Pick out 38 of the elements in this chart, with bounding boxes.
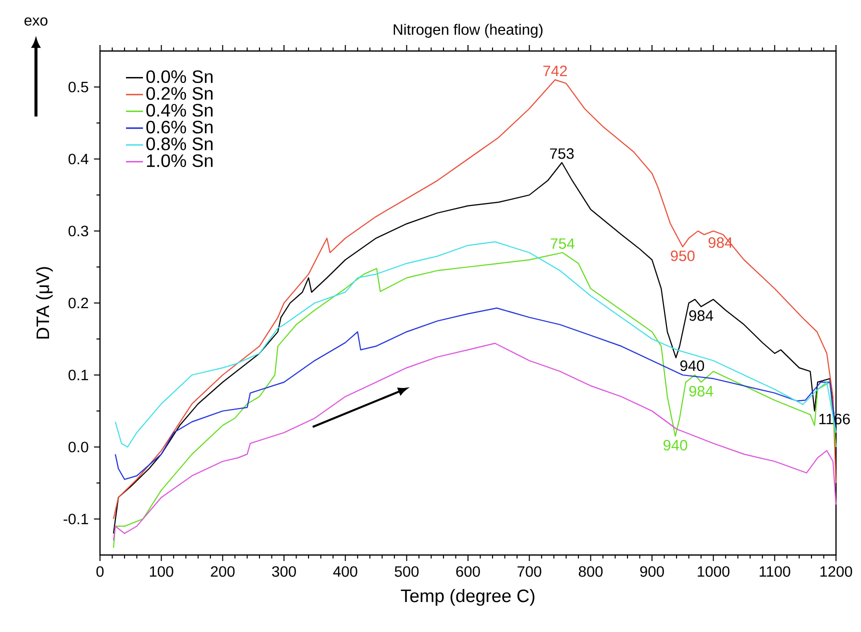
annotation: 940 bbox=[664, 440, 688, 451]
x-tick-label: 1100 bbox=[760, 566, 790, 577]
legend-label: 0.6% Sn bbox=[146, 120, 213, 134]
x-tick-label: 0 bbox=[96, 566, 104, 577]
x-tick-label: 1200 bbox=[820, 566, 852, 577]
y-axis-title: DTA (μV) bbox=[36, 267, 53, 339]
x-tick-label: 800 bbox=[578, 566, 603, 577]
x-tick-label: 900 bbox=[640, 566, 664, 577]
x-tick-label: 500 bbox=[394, 566, 419, 577]
x-tick-label: 300 bbox=[272, 566, 296, 577]
y-tick-label: 0.1 bbox=[68, 370, 88, 380]
annotation: 754 bbox=[550, 238, 575, 249]
text: exo bbox=[24, 17, 48, 26]
x-tick-label: 100 bbox=[150, 566, 174, 577]
y-tick-label: 0.4 bbox=[68, 154, 88, 164]
annotation: 984 bbox=[689, 310, 714, 321]
x-tick-label: 600 bbox=[456, 566, 480, 577]
x-tick-label: 400 bbox=[333, 566, 358, 577]
x-tick-label: 700 bbox=[518, 566, 542, 577]
legend-label: 0.0% Sn bbox=[146, 70, 213, 84]
legend-label: 1.0% Sn bbox=[147, 154, 213, 168]
annotation: 940 bbox=[680, 360, 704, 372]
y-tick-label: 0.2 bbox=[68, 298, 88, 308]
y-tick-label: 0.0 bbox=[68, 442, 88, 452]
annotation: 984 bbox=[689, 386, 714, 397]
x-tick-label: 200 bbox=[210, 566, 235, 577]
legend-label: 0.8% Sn bbox=[146, 138, 213, 150]
x-axis-title: Temp (degree C) bbox=[400, 589, 534, 606]
annotation: 753 bbox=[550, 148, 574, 159]
legend-label: 0.4% Sn bbox=[146, 104, 213, 117]
legend-label: 0.2% Sn bbox=[146, 87, 213, 100]
y-tick-label: 0.5 bbox=[68, 82, 88, 92]
annotation: 742 bbox=[543, 66, 567, 76]
y-tick-label: 0.3 bbox=[68, 226, 88, 236]
y-tick-label: -0.1 bbox=[64, 514, 88, 524]
chart-title: Nitrogen flow (heating) bbox=[394, 24, 542, 38]
annotation: 950 bbox=[670, 250, 695, 262]
x-tick-label: 1000 bbox=[698, 566, 730, 577]
